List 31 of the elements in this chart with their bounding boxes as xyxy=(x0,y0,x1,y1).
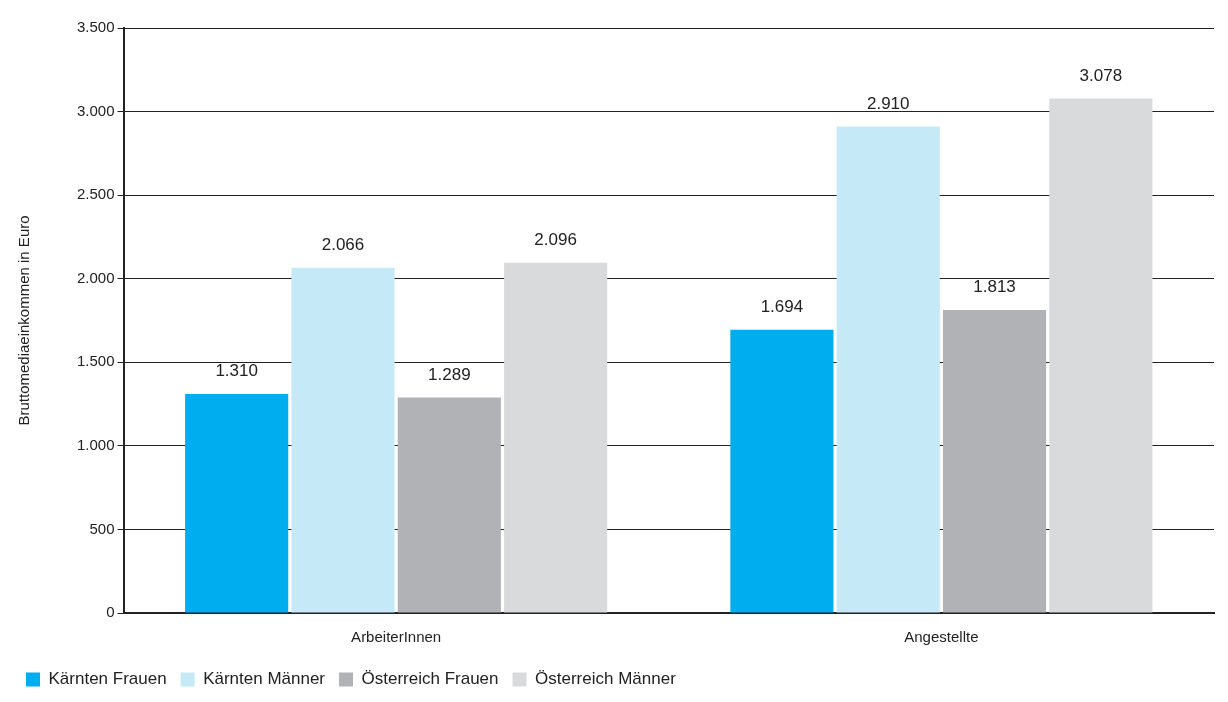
bar xyxy=(397,397,501,613)
data-label: 1.813 xyxy=(973,277,1016,297)
legend-label: Österreich Frauen xyxy=(361,669,499,689)
y-tick-label: 500 xyxy=(89,519,115,537)
y-tick-label: 1.500 xyxy=(76,352,115,370)
legend-label: Kärnten Frauen xyxy=(48,669,167,689)
y-tick-label: 2.500 xyxy=(76,185,115,203)
data-label: 3.078 xyxy=(1079,65,1123,85)
bar xyxy=(291,267,395,613)
y-tick-label: 0 xyxy=(106,603,115,621)
legend-label: Kärnten Männer xyxy=(203,669,326,689)
bar xyxy=(504,262,608,613)
bar xyxy=(1049,98,1153,613)
y-tick-label: 1.000 xyxy=(76,436,115,453)
data-label: 2.066 xyxy=(321,234,365,254)
x-tick-label: ArbeiterInnen xyxy=(351,628,442,646)
data-label: 1.289 xyxy=(428,364,471,384)
legend-label: Österreich Männer xyxy=(535,669,677,689)
data-label: 1.310 xyxy=(215,361,258,381)
x-tick-label: Angestellte xyxy=(904,628,979,646)
data-label: 2.096 xyxy=(534,229,577,249)
bar xyxy=(185,394,289,613)
bar xyxy=(942,309,1047,613)
y-tick-label: 3.000 xyxy=(76,101,115,119)
bar xyxy=(836,126,940,613)
data-label: 1.694 xyxy=(760,297,804,317)
y-tick-label: 2.000 xyxy=(76,268,115,286)
y-tick-label: 3.500 xyxy=(76,18,115,36)
data-label: 2.910 xyxy=(866,93,910,113)
bar xyxy=(730,329,834,613)
y-axis-title: Bruttomediaeinkommen in Euro xyxy=(15,215,33,426)
